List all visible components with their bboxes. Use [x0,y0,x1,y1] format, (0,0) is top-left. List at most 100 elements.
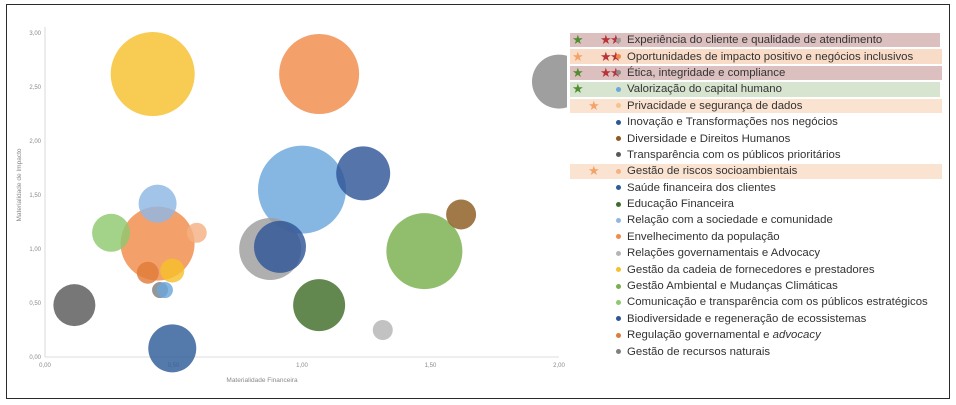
bubble [136,261,159,284]
legend-label-text: Privacidade e segurança de dados [627,99,803,112]
y-tick-label: 1,50 [29,193,41,199]
star-icon: ★ [588,97,600,113]
legend-label: Gestão de recursos naturais [627,346,770,358]
x-tick-label: 1,00 [296,363,308,369]
legend-color-dot [616,332,621,338]
bubble [253,220,306,273]
legend-highlight-band [570,49,942,64]
star-icon: ★ [572,32,584,48]
legend-color-dot [616,299,621,305]
legend-label: Privacidade e segurança de dados [627,100,802,112]
legend-color-dot [616,250,621,256]
legend-item: ★★★Ética, integridade e compliance [570,64,949,81]
bubble-chart: 0,000,501,001,502,000,000,501,001,502,00… [16,27,567,384]
legend-item: ★ Valorização do capital humano [570,81,949,97]
y-tick-label: 3,00 [29,31,41,37]
star-icon: ★ [610,50,622,63]
legend-label-text: Envelhecimento da população [627,230,780,243]
legend-label: Valorização do capital humano [627,83,782,95]
legend-label-text: Gestão Ambiental e Mudanças Climáticas [627,280,838,293]
legend-label: Regulação governamental e advocacy [627,329,821,341]
legend-color-dot [616,103,621,109]
legend-item: Regulação governamental e advocacy [570,327,949,343]
legend-color-dot [616,37,621,43]
y-tick-label: 1,00 [29,247,41,253]
legend-label-text: Inovação e Transformações nos negócios [627,116,838,129]
bubble-extra [156,282,173,299]
legend-label: Relações governamentais e Advocacy [627,247,820,259]
legend-item: ★★★Experiência do cliente e qualidade de… [570,32,949,48]
legend: ★★★Experiência do cliente e qualidade de… [570,32,949,360]
bubble [293,279,346,332]
legend-label-text: Experiência do cliente e qualidade de at… [627,34,883,47]
legend-color-dot [616,217,621,223]
bubble [446,199,477,230]
legend-label-italic: advocacy [772,329,821,342]
legend-label: Oportunidades de impacto positivo e negó… [627,51,913,63]
legend-color-dot [616,283,621,289]
legend-item: Saúde financeira dos clientes [570,180,949,196]
legend-color-dot [616,136,621,142]
legend-color-dot [616,267,621,273]
legend-label: Diversidade e Direitos Humanos [627,133,790,145]
y-tick-label: 0,50 [29,301,41,307]
legend-label-text: Oportunidades de impacto positivo e negó… [627,50,914,63]
legend-color-dot [616,54,621,60]
star-icon: ★ [572,64,584,80]
legend-label-text: Valorização do capital humano [627,83,782,96]
legend-color-dot [616,201,621,207]
legend-item: Diversidade e Direitos Humanos [570,130,949,146]
legend-color-dot [616,185,621,191]
legend-item: Envelhecimento da população [570,229,949,245]
star-icon: ★ [572,48,584,64]
x-tick-label: 0,00 [39,363,51,369]
legend-color-dot [616,70,621,76]
legend-color-dot [616,234,621,240]
bubble [148,324,197,373]
legend-label: Comunicação e transparência com os públi… [627,296,928,308]
legend-label: Gestão de riscos socioambientais [627,165,797,177]
legend-item: Transparência com os públicos prioritári… [570,147,949,163]
legend-label-text: Diversidade e Direitos Humanos [627,132,791,145]
x-tick-label: 1,50 [425,363,437,369]
star-icon: ★ [610,33,622,46]
bubble [258,145,346,234]
legend-label: Ética, integridade e compliance [627,67,785,79]
bubble [336,146,391,201]
bubble [279,34,360,115]
legend-item: ★ Privacidade e segurança de dados [570,97,949,114]
star-icon: ★ [600,64,612,80]
legend-item: Educação Financeira [570,196,949,212]
chart-frame: 0,000,501,001,502,000,000,501,001,502,00… [6,4,950,399]
legend-label-text: Gestão de recursos naturais [627,345,771,358]
legend-highlight-band [570,82,940,97]
legend-color-dot [616,168,621,174]
legend-label-text: Educação Financeira [627,198,735,211]
y-tick-label: 2,50 [29,85,41,91]
legend-color-dot [616,349,621,355]
star-icon: ★ [600,32,612,48]
star-icon: ★ [600,48,612,64]
legend-item: Comunicação e transparência com os públi… [570,294,949,310]
bubble [186,222,207,243]
bubble-extra [160,258,185,283]
legend-label: Experiência do cliente e qualidade de at… [627,34,882,46]
legend-label: Transparência com os públicos prioritári… [627,149,841,161]
legend-label: Saúde financeira dos clientes [627,182,776,194]
legend-label-text: Transparência com os públicos prioritári… [627,148,841,161]
bubble [386,213,463,290]
legend-label-text: Gestão da cadeia de fornecedores e prest… [627,263,875,276]
legend-color-dot [616,119,621,125]
legend-item: ★★★Oportunidades de impacto positivo e n… [570,48,949,64]
legend-label-text: Ética, integridade e compliance [627,66,786,79]
legend-highlight-band [570,33,940,48]
x-axis-title: Materialidade Financeira [226,377,298,384]
star-icon: ★ [610,66,622,79]
x-tick-label: 2,00 [553,363,565,369]
legend-highlight-band [570,98,942,113]
y-tick-label: 2,00 [29,139,41,145]
bubble [110,32,195,117]
legend-item: Gestão Ambiental e Mudanças Climáticas [570,278,949,294]
legend-color-dot [616,152,621,158]
legend-highlight-band [570,65,942,81]
